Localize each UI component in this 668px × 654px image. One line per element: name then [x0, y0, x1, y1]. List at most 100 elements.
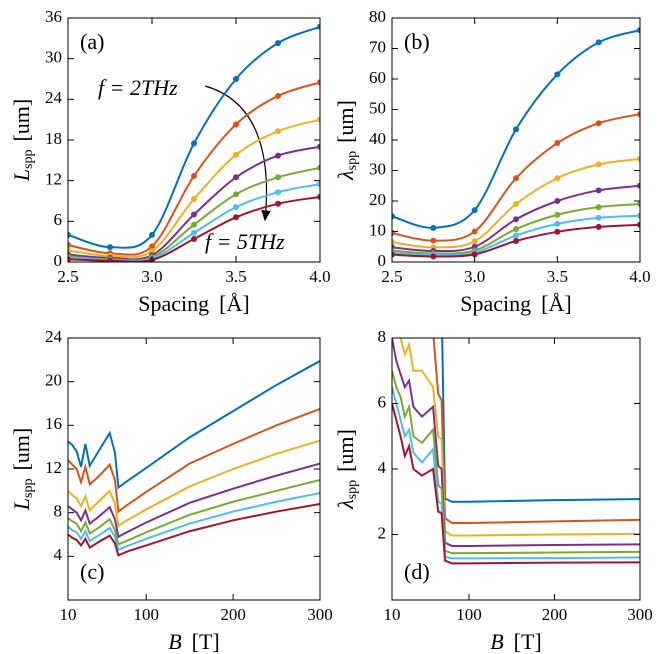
y-tick-label: 30 [369, 159, 386, 178]
marker [149, 231, 155, 238]
x-tick-label: 2.5 [381, 267, 402, 286]
marker [513, 226, 519, 233]
y-label-unit: [um] [333, 100, 358, 143]
x-label-unit: [T] [192, 629, 220, 654]
marker [595, 39, 602, 46]
marker [595, 214, 602, 221]
series-line [68, 462, 320, 539]
x-tick-label: 100 [133, 605, 159, 624]
marker [595, 161, 602, 168]
marker [275, 152, 281, 159]
x-label-unit: [Å] [219, 291, 250, 316]
marker [554, 175, 561, 182]
x-tick-label: 3.5 [547, 267, 568, 286]
marker [430, 253, 437, 260]
panel-label: (a) [80, 29, 104, 54]
y-label-unit: [um] [333, 429, 358, 472]
series-line [399, 338, 640, 537]
marker [68, 231, 71, 238]
panel-label: (d) [404, 559, 430, 584]
y-label-unit: [um] [9, 428, 34, 471]
y-tick-label: 40 [369, 129, 386, 148]
series-line [392, 370, 640, 555]
plot-area [68, 23, 320, 262]
series-line [68, 439, 320, 528]
marker [275, 40, 281, 47]
marker [513, 232, 519, 239]
y-tick-label: 60 [369, 68, 386, 87]
y-tick-label: 4 [54, 545, 63, 564]
y-tick-label: 18 [45, 129, 62, 148]
series-line [68, 492, 320, 552]
axes-frame [391, 17, 641, 263]
marker [317, 164, 320, 171]
marker [233, 151, 239, 158]
y-tick-label: 24 [45, 88, 63, 107]
y-tick-label: 36 [45, 7, 62, 26]
marker [513, 175, 519, 182]
marker [595, 223, 602, 230]
plot-area [68, 360, 320, 557]
marker [233, 191, 239, 198]
marker [554, 211, 561, 218]
y-label-subscript: spp [345, 151, 360, 170]
marker [233, 204, 239, 211]
marker [637, 111, 640, 118]
series-line [432, 338, 640, 525]
series-line [68, 408, 320, 514]
annotation: f = 5THz [205, 229, 285, 254]
x-axis-label: B [T] [490, 629, 542, 654]
marker [513, 201, 519, 208]
marker [471, 251, 478, 258]
marker [191, 211, 197, 218]
y-tick-label: 0 [54, 251, 63, 270]
marker [637, 221, 640, 228]
marker [554, 220, 561, 227]
y-label-symbol: λ [333, 170, 358, 181]
marker [513, 237, 519, 244]
marker [317, 79, 320, 86]
x-axis-label: Spacing [Å] [460, 291, 571, 316]
y-axis-label: Lspp [um] [9, 99, 36, 182]
marker [392, 251, 395, 258]
marker [275, 92, 281, 99]
x-tick-label: 200 [220, 605, 246, 624]
series-line [441, 338, 640, 503]
plot-area [392, 27, 640, 260]
marker [637, 201, 640, 208]
marker [233, 214, 239, 221]
y-tick-label: 8 [378, 327, 387, 346]
x-label-unit: [T] [514, 629, 542, 654]
x-tick-label: 4.0 [309, 267, 330, 286]
y-tick-label: 50 [369, 98, 386, 117]
x-axis-label: Spacing [Å] [138, 291, 249, 316]
marker [107, 244, 113, 251]
plot-area [392, 338, 640, 565]
series-line [392, 386, 640, 560]
marker [595, 187, 602, 194]
marker [275, 174, 281, 181]
y-label-subscript: spp [345, 480, 360, 499]
x-tick-label: 200 [542, 605, 568, 624]
x-label-main: Spacing [138, 291, 209, 316]
series-line [68, 478, 320, 546]
marker [275, 200, 281, 207]
marker [191, 172, 197, 179]
x-tick-label: 2.5 [57, 267, 78, 286]
x-tick-label: 300 [307, 605, 333, 624]
y-tick-label: 30 [45, 48, 62, 67]
marker [191, 195, 197, 202]
y-label-symbol: L [9, 169, 34, 182]
marker [430, 237, 437, 244]
marker [637, 27, 640, 34]
marker [595, 204, 602, 211]
y-tick-label: 6 [378, 392, 387, 411]
panel-label: (c) [80, 559, 104, 584]
marker [317, 181, 320, 188]
y-tick-label: 16 [45, 414, 62, 433]
marker [107, 257, 113, 262]
y-label-subscript: spp [21, 150, 36, 169]
y-tick-label: 70 [369, 37, 386, 56]
marker [637, 212, 640, 219]
marker [68, 242, 71, 249]
